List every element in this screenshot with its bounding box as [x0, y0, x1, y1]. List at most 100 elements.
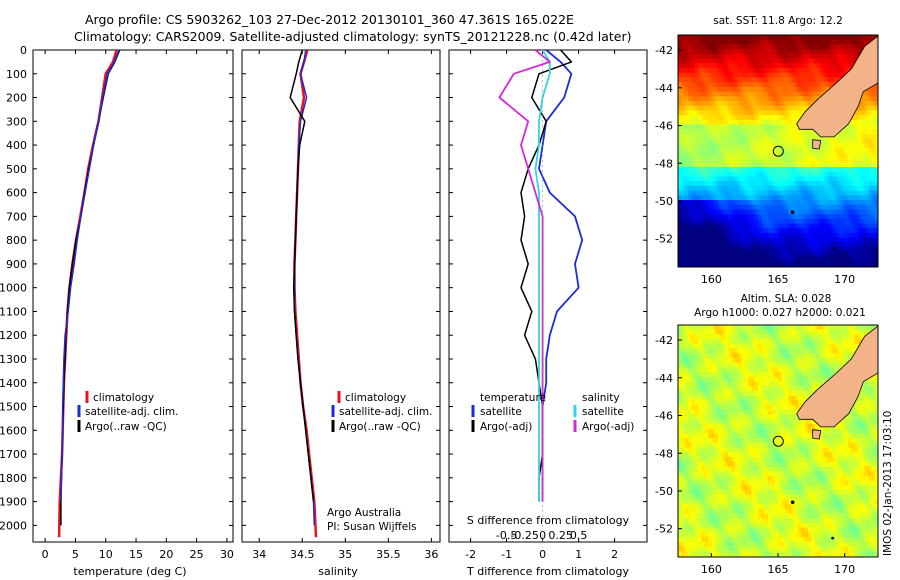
map-cell: [791, 353, 796, 359]
map-cell: [864, 386, 869, 392]
legend-label: satellite: [582, 406, 624, 418]
map-cell: [704, 101, 709, 107]
map-cell: [868, 124, 872, 130]
map-cell: [771, 233, 776, 239]
map-cell: [708, 214, 712, 220]
map-cell: [698, 77, 702, 83]
map-cell: [808, 58, 812, 64]
map-cell: [691, 376, 696, 383]
map-cell: [748, 110, 752, 116]
map-cell: [854, 237, 859, 244]
map-cell: [691, 63, 696, 69]
map-cell: [798, 105, 802, 112]
map-cell: [778, 185, 782, 192]
map-cell: [791, 419, 796, 425]
map-cell: [784, 143, 789, 149]
map-cell: [754, 119, 759, 126]
map-cell: [711, 101, 716, 107]
map-cell: [768, 143, 772, 149]
map-cell: [731, 152, 736, 159]
map-cell: [848, 58, 852, 64]
map-cell: [758, 452, 762, 458]
map-cell: [838, 44, 842, 50]
map-cell: [861, 91, 866, 97]
map-cell: [804, 86, 809, 93]
map-cell: [864, 91, 869, 97]
map-cell: [691, 110, 696, 116]
map-cell: [761, 105, 766, 112]
map-cell: [684, 138, 689, 145]
map-cell: [734, 39, 739, 46]
map-cell: [741, 419, 746, 425]
map-cell: [854, 242, 859, 248]
map-cell: [684, 77, 689, 83]
map-cell: [754, 372, 759, 378]
map-cell: [851, 261, 856, 267]
map-cell: [778, 167, 782, 173]
map-cell: [858, 251, 862, 258]
map-cell: [701, 247, 706, 253]
map-cell: [781, 237, 786, 244]
map-cell: [761, 242, 766, 248]
map-cell: [838, 157, 842, 163]
map-cell: [781, 124, 786, 130]
map-cell: [688, 148, 692, 154]
lat-tick-label: -48: [655, 157, 673, 170]
map-cell: [771, 167, 776, 173]
map-cell: [701, 119, 706, 126]
depth-tick-label: 1600: [0, 424, 27, 437]
map-cell: [834, 343, 839, 350]
map-cell: [844, 447, 849, 453]
map-cell: [868, 176, 872, 182]
map-cell: [834, 428, 839, 435]
map-cell: [734, 391, 739, 397]
map-cell: [798, 110, 802, 116]
map-cell: [818, 218, 822, 225]
map-cell: [741, 228, 746, 234]
map-cell: [718, 143, 722, 149]
map-cell: [684, 209, 689, 215]
map-cell: [848, 119, 852, 126]
map-cell: [771, 325, 776, 331]
map-cell: [834, 143, 839, 149]
map-cell: [718, 452, 722, 458]
map-cell: [718, 457, 722, 463]
map-cell: [714, 171, 719, 178]
map-cell: [868, 376, 872, 383]
map-cell: [841, 39, 846, 46]
map-cell: [751, 77, 756, 83]
map-cell: [728, 358, 732, 364]
map-cell: [848, 247, 852, 253]
map-cell: [684, 181, 689, 187]
map-cell: [694, 110, 699, 116]
map-cell: [681, 190, 686, 196]
map-cell: [684, 143, 689, 149]
map-cell: [758, 242, 762, 248]
map-cell: [774, 162, 779, 168]
map-cell: [818, 242, 822, 248]
map-cell: [758, 218, 762, 225]
map-cell: [698, 82, 702, 88]
map-cell: [708, 433, 712, 439]
map-cell: [751, 185, 756, 192]
map-cell: [861, 325, 866, 331]
map-cell: [791, 442, 796, 449]
map-cell: [694, 409, 699, 416]
map-cell: [771, 433, 776, 439]
map-cell: [841, 49, 846, 55]
map-cell: [814, 339, 819, 345]
map-cell: [774, 334, 779, 340]
map-cell: [778, 386, 782, 392]
map-cell: [688, 124, 692, 130]
map-cell: [734, 209, 739, 215]
map-cell: [718, 362, 722, 369]
map-cell: [754, 35, 759, 41]
map-cell: [701, 49, 706, 55]
map-cell: [758, 181, 762, 187]
x-tick-label: 0: [42, 548, 49, 561]
map-cell: [694, 433, 699, 439]
map-cell: [744, 452, 749, 458]
map-cell: [824, 372, 829, 378]
map-cell: [764, 124, 769, 130]
map-cell: [801, 242, 806, 248]
